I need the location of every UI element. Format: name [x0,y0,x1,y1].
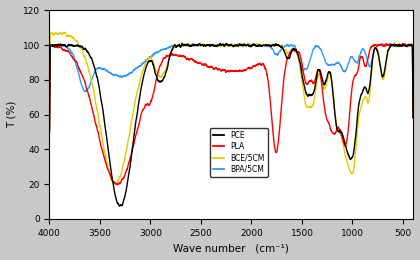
BPA/5CM [364,56,369,59]
BCE/5CM [404,44,409,47]
Line: BCE/5CM: BCE/5CM [50,32,413,185]
Line: PLA: PLA [50,43,413,185]
Y-axis label: T (%): T (%) [7,101,17,128]
BCE/5CM [410,116,415,119]
Legend: PCE, PLA, BCE/5CM, BPA/5CM: PCE, PLA, BCE/5CM, BPA/5CM [210,128,268,177]
PLA [410,116,415,119]
BCE/5CM [365,98,370,101]
BPA/5CM [89,81,94,84]
BCE/5CM [89,77,94,80]
PLA [186,58,192,61]
BCE/5CM [47,126,52,129]
X-axis label: Wave number   (cm⁻¹): Wave number (cm⁻¹) [173,243,289,253]
PLA [89,102,94,106]
BCE/5CM [62,31,67,34]
BPA/5CM [410,116,415,119]
PLA [202,63,207,67]
BCE/5CM [202,44,207,47]
BCE/5CM [186,44,192,48]
PCE [186,44,192,47]
BPA/5CM [110,73,115,76]
PCE [404,44,409,47]
PCE [410,116,415,119]
PLA [364,62,369,65]
PCE [110,179,115,182]
BPA/5CM [202,44,207,47]
PCE [47,130,52,133]
BCE/5CM [110,179,115,183]
PLA [47,130,52,133]
BPA/5CM [387,42,392,45]
PLA [110,179,115,182]
PCE [365,90,370,93]
PLA [116,183,121,186]
PCE [202,44,207,47]
PLA [404,44,409,48]
BPA/5CM [47,131,52,134]
BCE/5CM [113,183,118,186]
BPA/5CM [186,44,192,47]
PCE [89,56,94,59]
PLA [400,42,405,45]
PCE [117,204,122,207]
PCE [180,42,185,45]
Line: PCE: PCE [50,43,413,206]
Line: BPA/5CM: BPA/5CM [50,44,413,132]
BPA/5CM [404,44,409,47]
